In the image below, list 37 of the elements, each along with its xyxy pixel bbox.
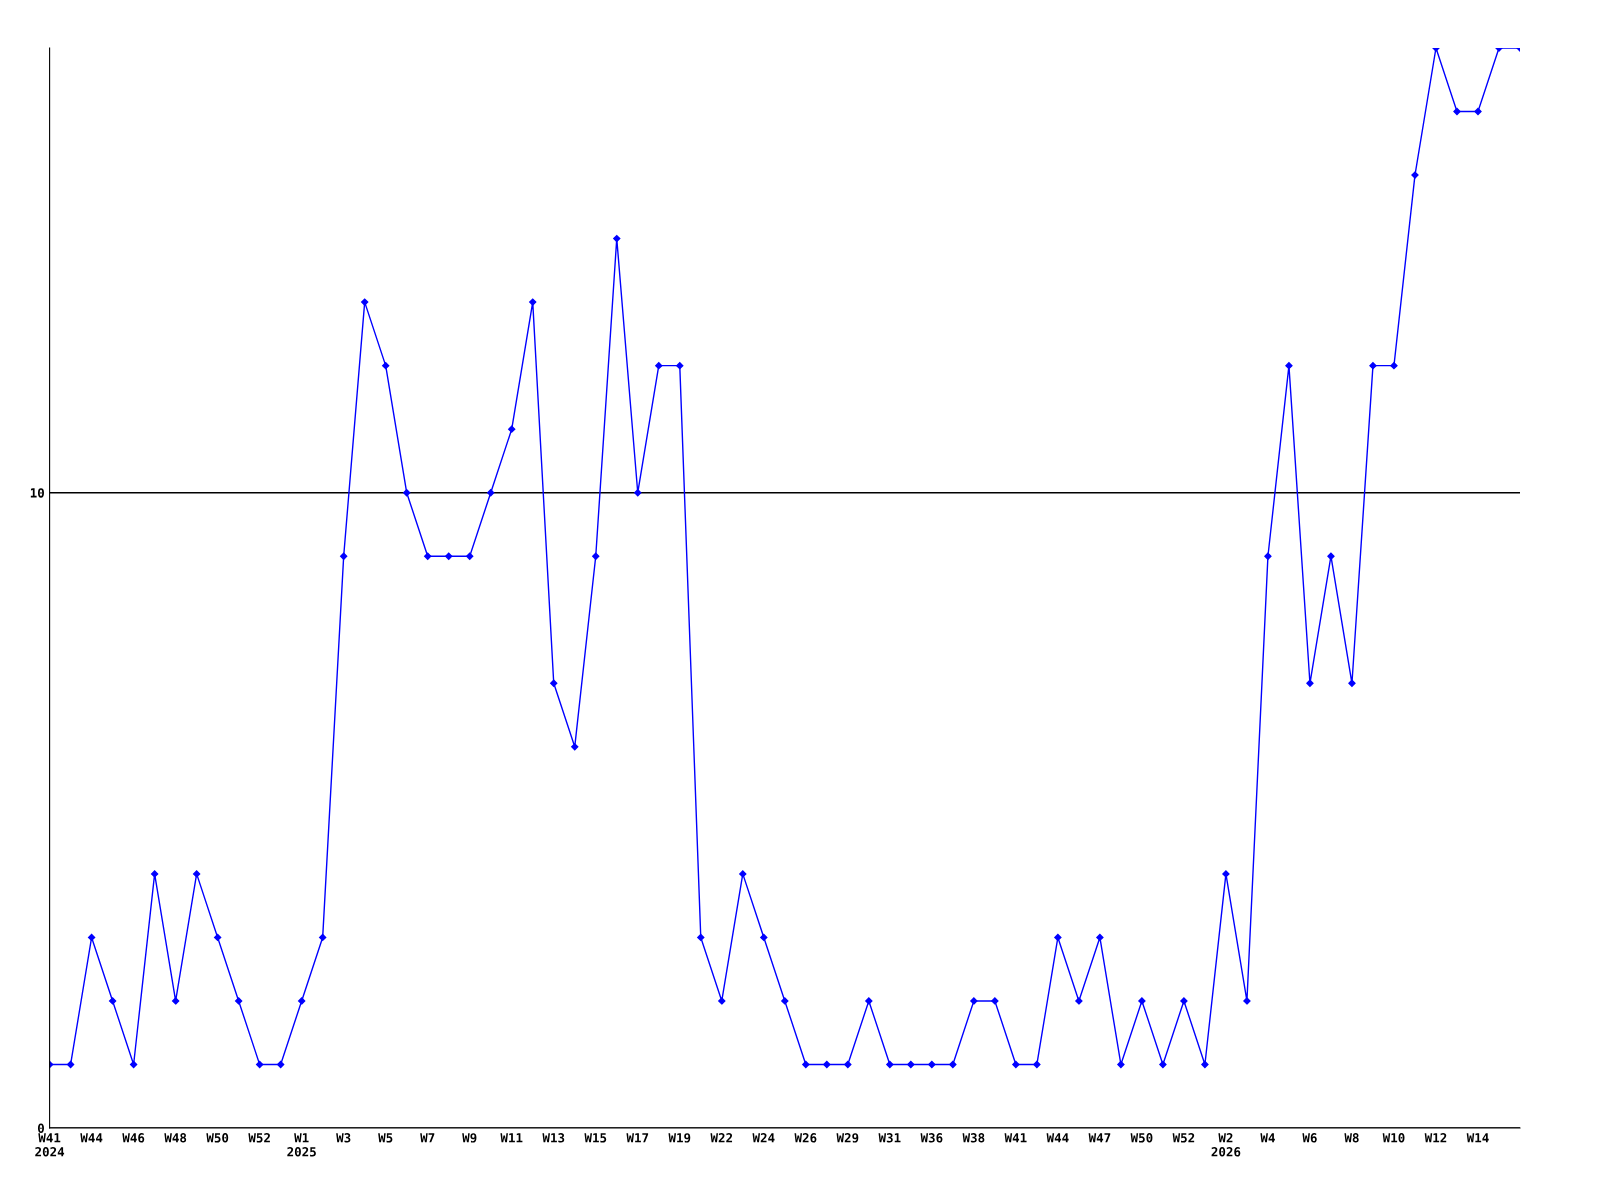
x-tick-label: W50: [1130, 1133, 1153, 1143]
x-tick-label: W29: [836, 1133, 859, 1143]
x-tick-label: W44: [80, 1133, 103, 1143]
y-tick-label: 0: [37, 1123, 44, 1133]
x-tick-label: W41: [1004, 1133, 1027, 1143]
x-tick-label: W14: [1466, 1133, 1489, 1143]
x-tick-label: W52: [248, 1133, 270, 1143]
x-tick-label: W46: [122, 1133, 145, 1143]
x-tick-label: W8: [1344, 1133, 1359, 1143]
y-tick-label: 10: [30, 488, 44, 498]
x-tick-label: W19: [668, 1133, 691, 1143]
x-tick-label: W7: [420, 1133, 435, 1143]
x-tick-label: W10: [1382, 1133, 1405, 1143]
x-tick-label: W31: [878, 1133, 901, 1143]
x-tick-label: W12: [1424, 1133, 1447, 1143]
x-tick-label: W4: [1260, 1133, 1275, 1143]
x-tick-label: W22: [710, 1133, 733, 1143]
x-tick-label: W41 2024: [35, 1133, 65, 1157]
x-tick-label: W15: [584, 1133, 607, 1143]
x-tick-label: W24: [752, 1133, 775, 1143]
x-tick-label: W9: [462, 1133, 477, 1143]
x-tick-label: W5: [378, 1133, 393, 1143]
x-tick-label: W44: [1046, 1133, 1069, 1143]
x-tick-label: W1 2025: [287, 1133, 316, 1157]
x-tick-label: W13: [542, 1133, 565, 1143]
x-tick-label: W38: [962, 1133, 985, 1143]
x-tick-label: W2 2026: [1211, 1133, 1241, 1157]
x-tick-label: W47: [1088, 1133, 1111, 1143]
x-tick-label: W17: [626, 1133, 649, 1143]
x-tick-label: W3: [336, 1133, 351, 1143]
x-tick-label: W6: [1302, 1133, 1317, 1143]
x-tick-label: W11: [500, 1133, 523, 1143]
x-tick-label: W52: [1172, 1133, 1195, 1143]
x-tick-label: W26: [794, 1133, 817, 1143]
x-tick-label: W50: [206, 1133, 229, 1143]
x-tick-label: W48: [164, 1133, 187, 1143]
x-tick-label: W36: [920, 1133, 943, 1143]
